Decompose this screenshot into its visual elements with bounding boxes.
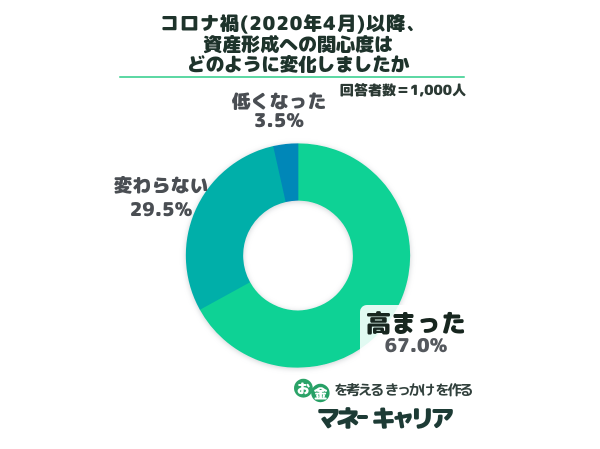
svg-text:お: お — [297, 379, 311, 398]
svg-text:金: 金 — [314, 384, 328, 403]
